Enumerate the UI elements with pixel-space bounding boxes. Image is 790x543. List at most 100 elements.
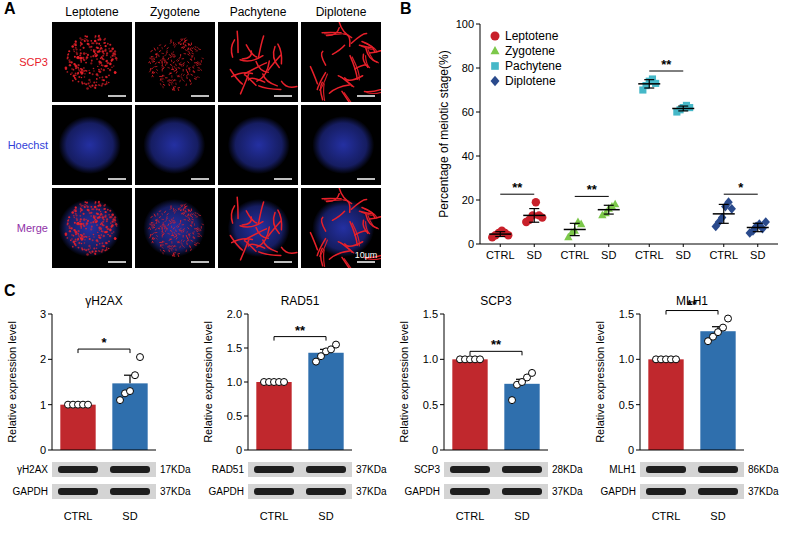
speckle <box>85 219 86 220</box>
synapsis-axis <box>310 233 317 250</box>
speckle <box>168 84 170 86</box>
speckle <box>160 59 162 61</box>
scale-bar <box>274 178 292 180</box>
speckle <box>68 216 70 218</box>
significance-label: * <box>101 335 107 350</box>
speckle <box>149 58 151 59</box>
speckle <box>96 81 98 83</box>
x-tick-label: CTRL <box>486 249 515 261</box>
error-bar <box>570 223 580 235</box>
speckle <box>100 224 101 225</box>
speckle <box>75 207 77 209</box>
speckle <box>167 213 169 215</box>
blot-size: 28KDa <box>552 464 583 475</box>
speckle <box>101 245 103 247</box>
blot-label: γH2AX <box>17 464 48 475</box>
synapsis-axis <box>231 206 234 223</box>
speckle <box>193 231 195 233</box>
speckle <box>91 226 92 227</box>
speckle <box>98 209 100 211</box>
speckle <box>188 68 190 70</box>
speckle <box>111 60 113 62</box>
speckle <box>187 213 189 215</box>
speckle <box>80 237 82 239</box>
significance-label: ** <box>295 323 306 338</box>
speckle <box>155 232 157 233</box>
speckle <box>92 55 94 57</box>
speckle <box>114 71 117 74</box>
speckle <box>79 215 81 217</box>
nucleus <box>59 199 121 257</box>
speckle <box>101 56 103 58</box>
speckle <box>171 249 173 251</box>
speckle <box>76 232 78 234</box>
speckle <box>193 65 195 67</box>
legend-label: Diplotene <box>505 74 556 88</box>
x-tick-label: SD <box>601 249 616 261</box>
speckle <box>90 222 92 224</box>
speckle <box>151 222 153 223</box>
speckle <box>67 222 69 224</box>
speckle <box>163 250 165 251</box>
speckle <box>72 75 74 77</box>
x-axis <box>444 450 548 451</box>
speckle <box>99 229 100 230</box>
error-stem <box>574 223 575 235</box>
speckle <box>162 78 164 80</box>
speckle <box>200 229 201 231</box>
speckle <box>158 62 160 64</box>
speckle <box>100 211 102 213</box>
speckle <box>152 237 154 239</box>
speckle <box>170 56 172 58</box>
speckle <box>173 220 175 221</box>
speckle <box>103 208 105 210</box>
speckle <box>106 242 108 244</box>
speckle <box>80 39 82 41</box>
speckle <box>90 56 92 58</box>
speckle <box>90 62 92 64</box>
speckle <box>87 43 89 45</box>
speckle <box>183 246 185 248</box>
speckle <box>86 70 88 72</box>
speckle <box>73 235 75 237</box>
speckle <box>185 215 187 217</box>
speckle <box>71 234 73 236</box>
speckle <box>167 246 169 247</box>
speckle <box>160 79 162 80</box>
data-point <box>725 315 732 322</box>
speckle <box>74 229 76 231</box>
significance-label: ** <box>512 180 523 195</box>
speckle <box>157 47 158 49</box>
speckle <box>82 47 84 49</box>
speckle <box>75 47 77 49</box>
speckle <box>86 35 88 37</box>
speckle <box>82 248 84 250</box>
speckle <box>171 82 173 84</box>
speckle <box>85 228 87 230</box>
speckle <box>188 54 190 56</box>
speckle <box>79 220 81 222</box>
nucleus <box>143 199 205 257</box>
speckle <box>105 211 107 213</box>
speckle <box>86 236 88 238</box>
data-point <box>132 372 139 379</box>
speckle <box>189 79 191 81</box>
speckle <box>187 72 189 73</box>
speckle <box>87 209 89 211</box>
speckle <box>197 242 199 244</box>
bar <box>256 382 291 450</box>
micrograph <box>135 105 215 185</box>
speckle <box>195 212 196 214</box>
speckle <box>74 243 76 245</box>
speckle <box>170 222 172 224</box>
synapsis-axis <box>257 61 269 81</box>
speckle <box>95 219 96 220</box>
y-tick <box>244 382 248 383</box>
y-tick-label: 0 <box>236 444 242 456</box>
speckle <box>173 62 175 64</box>
speckle <box>162 252 163 254</box>
speckle <box>162 244 164 246</box>
blot-label: GAPDH <box>404 486 440 497</box>
error-stem <box>649 80 650 88</box>
micrograph <box>135 188 215 268</box>
